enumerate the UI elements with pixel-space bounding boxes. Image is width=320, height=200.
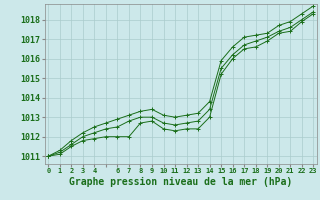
X-axis label: Graphe pression niveau de la mer (hPa): Graphe pression niveau de la mer (hPa) (69, 177, 292, 187)
